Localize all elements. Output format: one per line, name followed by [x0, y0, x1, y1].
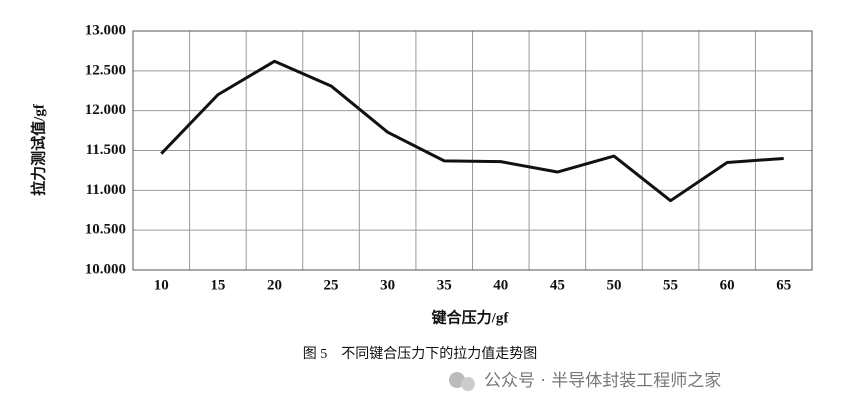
x-tick-label: 55 — [663, 277, 678, 293]
y-tick-label: 10.000 — [85, 261, 126, 277]
x-tick-label: 50 — [606, 277, 621, 293]
line — [160, 59, 784, 203]
watermark: 公众号 · 半导体封装工程师之家 — [484, 371, 721, 391]
x-tick-label: 60 — [720, 277, 735, 293]
y-tick-label: 10.500 — [85, 222, 126, 238]
y-tick-label: 11.500 — [86, 142, 126, 158]
y-tick-label: 12.500 — [85, 62, 126, 78]
x-tick-label: 35 — [437, 277, 452, 293]
y-axis-title: 拉力测试值/gf — [29, 103, 47, 196]
x-tick-label: 15 — [210, 277, 225, 293]
y-tick-label: 11.000 — [86, 182, 126, 198]
caption: 图 5 不同键合压力下的拉力值走势图 — [303, 346, 538, 362]
x-tick-label: 20 — [267, 277, 282, 293]
x-tick-label: 30 — [380, 277, 395, 293]
x-axis-title: 键合压力/gf — [431, 308, 510, 326]
x-tick-label: 25 — [324, 277, 339, 293]
y-tick-label: 12.000 — [85, 102, 126, 118]
watermark-icon — [449, 372, 475, 391]
x-tick-label: 10 — [154, 277, 169, 293]
x-tick-label: 65 — [776, 277, 791, 293]
plot-frame — [132, 30, 813, 271]
y-tick-label: 13.000 — [85, 22, 126, 38]
x-tick-label: 40 — [493, 277, 508, 293]
x-tick-label: 45 — [550, 277, 565, 293]
